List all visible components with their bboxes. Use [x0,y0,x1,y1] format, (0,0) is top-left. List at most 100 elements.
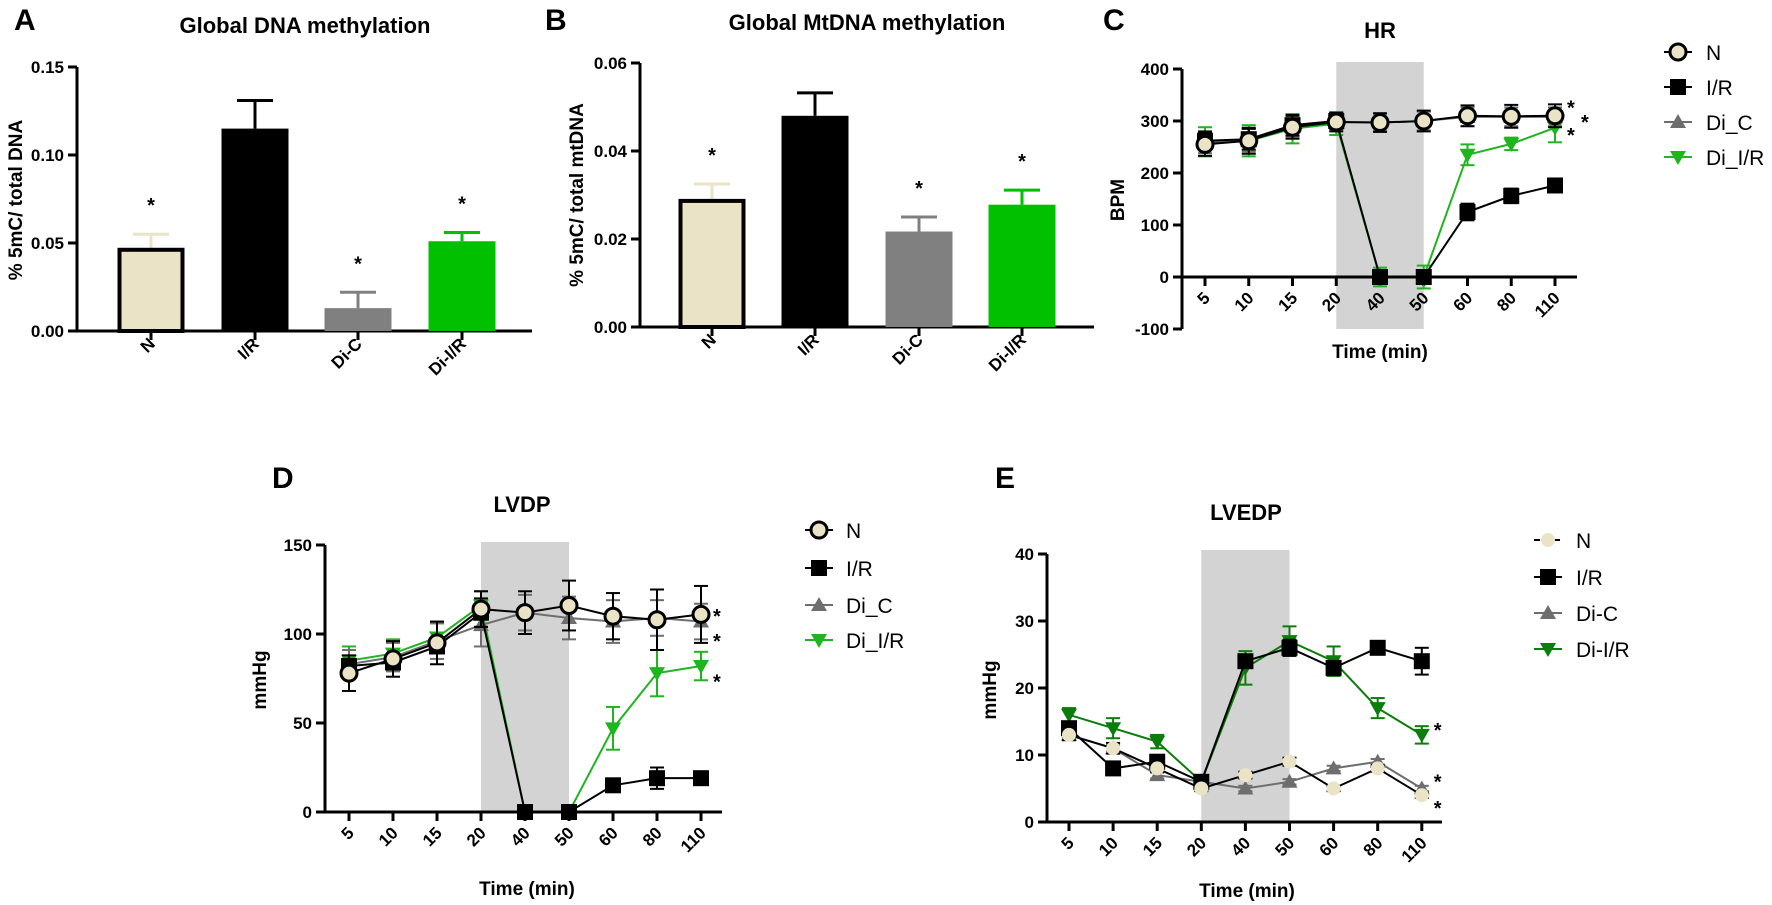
significance-star: * [713,606,721,628]
data-point [1545,106,1565,126]
data-point [1413,653,1430,670]
panel-b: B Global MtDNA methylation 0.00 0.02 0.04 0.0… [545,4,1094,375]
significance-star: * [458,193,466,215]
y-tick-label: 200 [1141,164,1169,183]
chart-title: Global DNA methylation [180,13,431,38]
ischemia-shaded-region [1336,62,1424,329]
data-point [561,804,577,820]
data-point [1458,106,1477,126]
data-point [1062,727,1076,742]
data-point [1369,639,1386,656]
significance-star: * [1018,151,1026,173]
data-point [1149,735,1166,750]
x-tick-label: 15 [1275,288,1302,315]
legend-marker-icon [1540,643,1556,657]
x-tick-label: I/R [234,334,263,363]
bar-n [678,198,746,329]
significance-star: * [708,145,716,167]
legend-item: I/R [1664,77,1733,100]
x-tick-label: Di-C [889,330,927,368]
chart-title: HR [1364,18,1396,43]
y-tick-label: 0.00 [31,322,64,341]
x-tick-label: Di-C [328,334,366,372]
data-point [1369,702,1386,717]
series-n [1062,727,1429,803]
legend-marker-icon [811,560,827,576]
y-tick-label: 10 [1015,746,1034,765]
y-axis-label: BPM [1108,179,1129,221]
legend-marker-icon [809,520,829,540]
panel-letter: C [1103,4,1125,37]
legend-label: Di_C [846,595,893,618]
x-tick-label: 60 [1316,833,1343,860]
legend-item: Di-C [1534,603,1618,626]
data-point [1061,708,1077,723]
legend-label: I/R [1706,77,1733,100]
legend-marker-icon [1540,569,1556,585]
data-point [1237,653,1254,670]
data-point [1413,728,1430,743]
y-tick-label: 300 [1141,112,1169,131]
y-tick-label: 0.00 [594,318,627,337]
legend-marker-icon [811,634,827,648]
legend-label: I/R [846,558,873,581]
series-n [1195,103,1565,157]
significance-star: * [1434,798,1442,820]
data-point [383,649,403,669]
legend-label: Di-I/R [1576,639,1630,662]
x-tick-label: N [698,330,720,352]
significance-star: * [713,631,721,653]
legend-marker-icon [811,597,827,611]
data-point [1282,754,1297,769]
data-point [1415,269,1432,285]
data-point [1547,177,1563,194]
panel-letter: E [995,462,1015,495]
y-tick-label: 50 [293,714,312,733]
legend-marker-icon [1668,42,1688,62]
y-tick-label: 0 [1160,268,1169,287]
y-tick-label: -100 [1135,320,1169,339]
data-point [1106,741,1121,756]
significance-star: * [354,253,362,275]
data-point [1459,148,1476,163]
data-point [339,663,359,683]
data-point [1281,639,1298,656]
legend-item: Di_I/R [805,630,904,653]
panel-letter: D [272,462,294,495]
y-tick-label: 30 [1015,612,1034,631]
y-tick-label: 0.15 [31,58,64,77]
legend-marker-icon [1670,79,1686,95]
x-tick-label: 80 [639,823,666,850]
y-tick-label: 0.06 [594,54,627,73]
data-point [693,660,709,675]
y-tick-label: 0 [303,803,312,822]
series-i-r [1061,638,1430,790]
legend-label: I/R [1576,567,1603,590]
y-tick-label: 150 [284,536,312,555]
legend-item: I/R [805,558,873,581]
legend-item: Di_C [1664,112,1753,135]
panel-d: D LVDP 0 50 100 150 mmHg 5 10 15 20 40 50 60 80 110 Time… [250,462,904,900]
data-point [1281,773,1298,788]
y-tick-label: 20 [1015,679,1034,698]
y-axis-label: % 5mC/ total mtDNA [567,103,588,287]
bar-n [117,247,185,333]
bar-di-i-r [428,241,496,331]
y-tick-label: 0.05 [31,234,64,253]
y-tick-label: 100 [284,625,312,644]
data-point [517,804,533,820]
x-tick-label: 50 [1272,833,1299,860]
legend-marker-icon [1670,151,1686,165]
x-tick-label: 10 [1095,833,1122,860]
legend-item: I/R [1534,567,1603,590]
data-point [649,667,665,682]
x-tick-label: 80 [1360,833,1387,860]
data-point [1150,761,1165,776]
x-tick-label: 20 [463,823,490,850]
data-point [1503,137,1520,152]
x-tick-label: 80 [1493,288,1520,315]
series-n [339,579,711,692]
data-point [1239,131,1259,151]
data-point [1503,187,1520,204]
data-point [605,722,621,737]
